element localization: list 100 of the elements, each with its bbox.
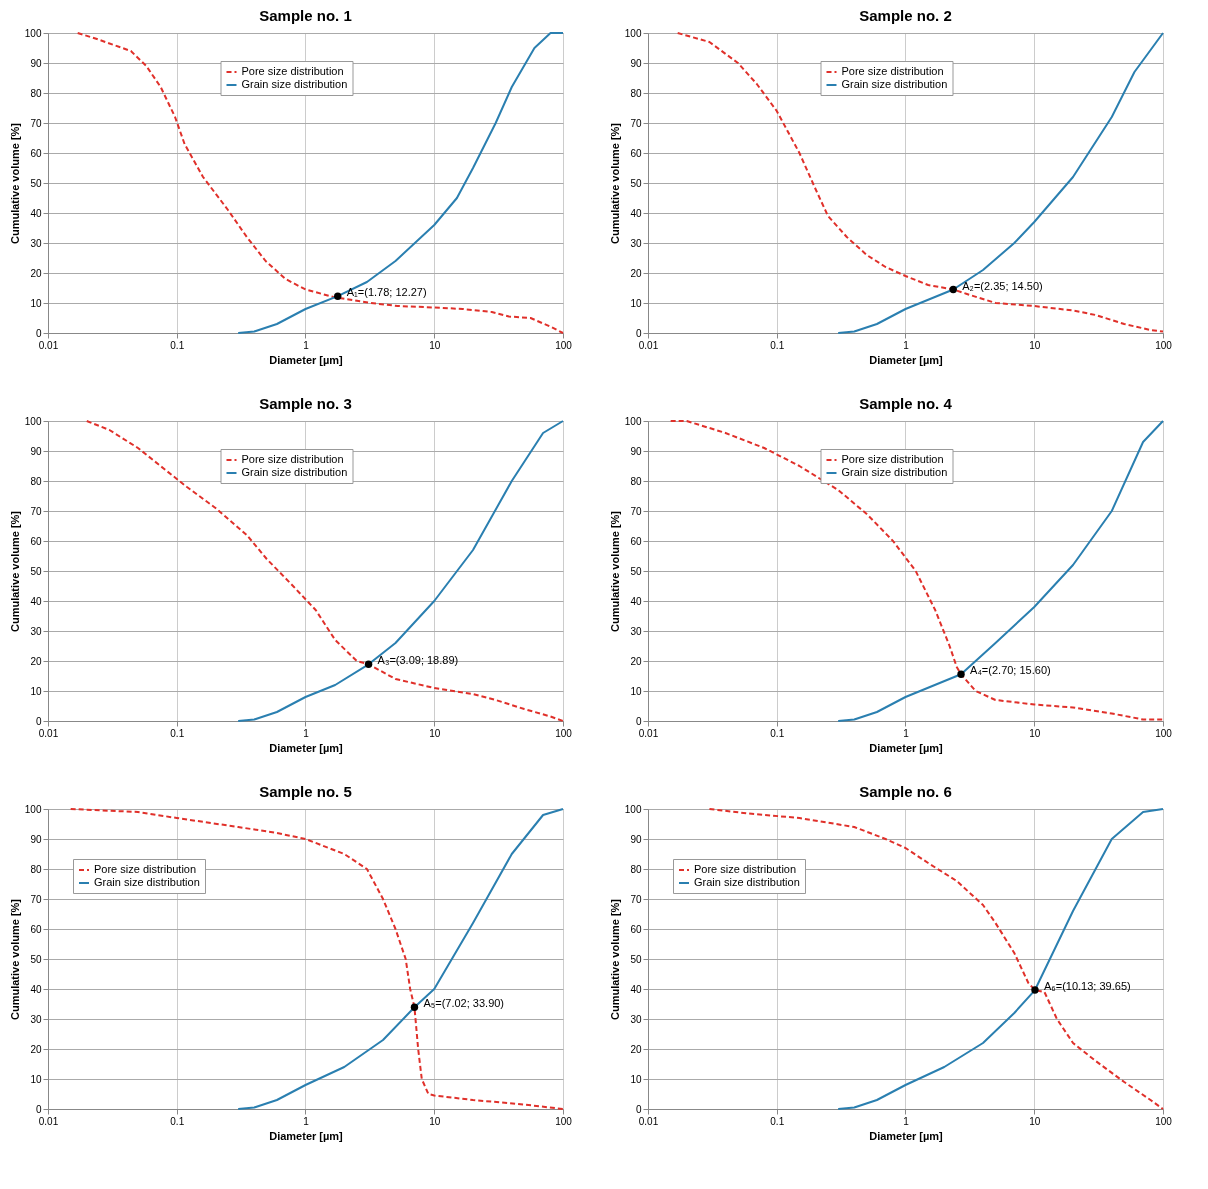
y-tick-label: 80 [30, 87, 42, 99]
y-tick-label: 100 [624, 27, 642, 39]
legend-label: Grain size distribution [841, 78, 948, 90]
y-tick-label: 30 [30, 237, 42, 249]
y-tick-label: 50 [630, 177, 642, 189]
y-tick-label: 90 [30, 57, 42, 69]
legend-label: Pore size distribution [841, 65, 944, 77]
y-tick-label: 70 [630, 505, 642, 517]
y-tick-label: 70 [630, 117, 642, 129]
y-tick-label: 80 [630, 863, 642, 875]
y-tick-label: 30 [630, 625, 642, 637]
y-tick-label: 90 [630, 445, 642, 457]
x-axis-title: Diameter [µm] [869, 741, 944, 754]
annotation: A₃=(3.09; 18.89) [377, 654, 459, 667]
legend-label: Pore size distribution [241, 453, 344, 465]
y-tick-label: 0 [35, 1103, 42, 1115]
y-tick-label: 0 [35, 715, 42, 727]
y-tick-label: 20 [630, 1043, 642, 1055]
y-axis-title: Cumulative volume [%] [608, 510, 621, 633]
legend-label: Grain size distribution [241, 466, 348, 478]
y-tick-label: 10 [630, 297, 642, 309]
x-tick-label: 0.01 [638, 727, 659, 739]
legend-label: Grain size distribution [241, 78, 348, 90]
legend-label: Grain size distribution [694, 876, 800, 888]
chart-title: Sample no. 5 [259, 783, 352, 800]
y-tick-label: 80 [30, 475, 42, 487]
x-tick-label: 100 [1155, 1115, 1173, 1127]
x-tick-label: 10 [1029, 727, 1041, 739]
x-tick-label: 10 [1029, 1115, 1041, 1127]
y-tick-label: 50 [30, 565, 42, 577]
annotation: A₄=(2.70; 15.60) [970, 664, 1051, 677]
annotation: A₆=(10.13; 39.65) [1043, 980, 1131, 993]
y-tick-label: 10 [630, 1073, 642, 1085]
chart-title: Sample no. 3 [259, 395, 352, 412]
annotation: A₅=(7.02; 33.90) [423, 997, 505, 1010]
y-tick-label: 40 [630, 983, 642, 995]
x-tick-label: 1 [303, 727, 310, 739]
y-tick-label: 100 [24, 27, 42, 39]
y-tick-label: 90 [30, 445, 42, 457]
y-tick-label: 100 [24, 415, 42, 427]
x-tick-label: 0.1 [770, 339, 785, 351]
y-tick-label: 60 [30, 147, 42, 159]
y-tick-label: 0 [635, 327, 642, 339]
y-tick-label: 50 [630, 953, 642, 965]
y-tick-label: 30 [630, 1013, 642, 1025]
y-tick-label: 40 [30, 207, 42, 219]
x-axis-title: Diameter [µm] [269, 353, 344, 366]
y-tick-label: 20 [30, 655, 42, 667]
annotation: A₂=(2.35; 14.50) [962, 279, 1043, 292]
x-tick-label: 0.01 [38, 727, 59, 739]
y-tick-label: 10 [30, 297, 42, 309]
y-tick-label: 40 [30, 595, 42, 607]
x-tick-label: 0.01 [38, 1115, 59, 1127]
x-tick-label: 0.1 [770, 727, 785, 739]
x-tick-label: 1 [903, 339, 910, 351]
y-tick-label: 100 [624, 803, 642, 815]
x-tick-label: 0.01 [38, 339, 59, 351]
y-tick-label: 70 [30, 893, 42, 905]
y-axis-title: Cumulative volume [%] [8, 898, 21, 1021]
y-tick-label: 60 [30, 923, 42, 935]
chart-title: Sample no. 6 [859, 783, 952, 800]
x-tick-label: 1 [903, 1115, 910, 1127]
y-axis-title: Cumulative volume [%] [8, 510, 21, 633]
x-tick-label: 10 [1029, 339, 1041, 351]
x-tick-label: 100 [555, 727, 573, 739]
y-tick-label: 60 [630, 535, 642, 547]
x-tick-label: 0.1 [170, 727, 185, 739]
y-tick-label: 60 [630, 923, 642, 935]
legend-label: Pore size distribution [694, 863, 797, 875]
x-tick-label: 1 [303, 339, 310, 351]
y-tick-label: 30 [30, 625, 42, 637]
y-tick-label: 0 [635, 715, 642, 727]
chart-title: Sample no. 2 [859, 7, 952, 24]
y-tick-label: 70 [30, 117, 42, 129]
y-tick-label: 70 [30, 505, 42, 517]
y-tick-label: 20 [30, 1043, 42, 1055]
chart-title: Sample no. 4 [859, 395, 953, 412]
y-tick-label: 40 [630, 207, 642, 219]
legend-label: Pore size distribution [841, 453, 944, 465]
y-tick-label: 50 [630, 565, 642, 577]
x-axis-title: Diameter [µm] [869, 353, 944, 366]
x-tick-label: 0.1 [770, 1115, 785, 1127]
y-tick-label: 100 [24, 803, 42, 815]
legend-label: Pore size distribution [94, 863, 197, 875]
y-tick-label: 30 [630, 237, 642, 249]
y-tick-label: 90 [30, 833, 42, 845]
x-tick-label: 0.1 [170, 339, 185, 351]
x-axis-title: Diameter [µm] [269, 741, 344, 754]
y-tick-label: 10 [30, 1073, 42, 1085]
y-tick-label: 0 [35, 327, 42, 339]
x-tick-label: 0.01 [638, 1115, 659, 1127]
y-tick-label: 50 [30, 177, 42, 189]
y-axis-title: Cumulative volume [%] [8, 122, 21, 245]
y-tick-label: 10 [30, 685, 42, 697]
x-tick-label: 10 [429, 727, 441, 739]
y-axis-title: Cumulative volume [%] [608, 122, 621, 245]
y-tick-label: 80 [30, 863, 42, 875]
chart-title: Sample no. 1 [259, 7, 352, 24]
y-tick-label: 0 [635, 1103, 642, 1115]
legend-label: Grain size distribution [841, 466, 948, 478]
